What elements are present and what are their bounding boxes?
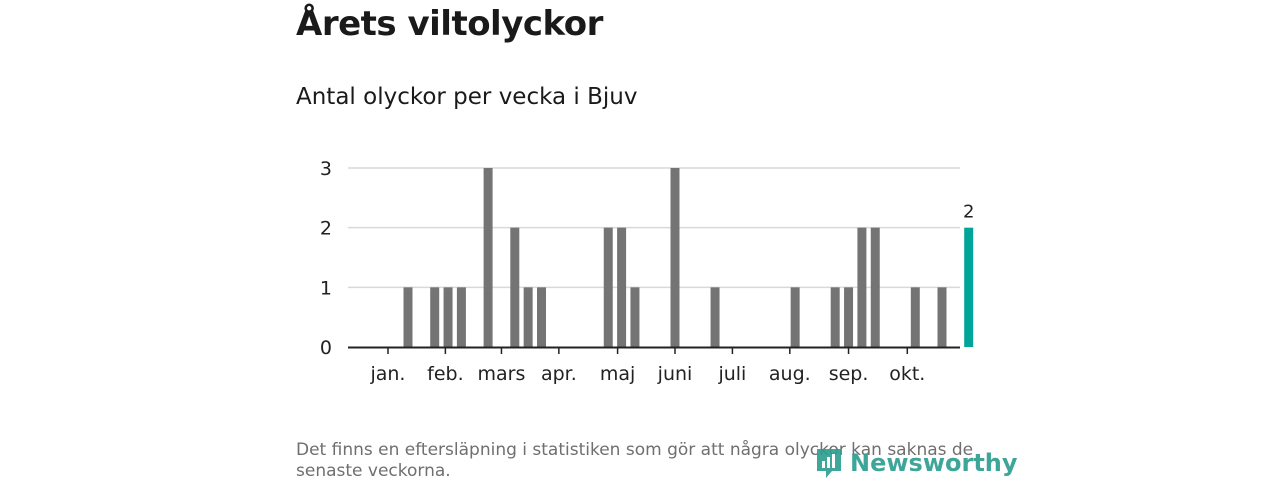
bar bbox=[670, 168, 680, 347]
bar bbox=[617, 227, 627, 347]
bar bbox=[523, 287, 533, 347]
newsworthy-logo-icon bbox=[817, 449, 841, 478]
bar bbox=[910, 287, 920, 347]
bar bbox=[790, 287, 800, 347]
y-tick-label: 3 bbox=[320, 158, 332, 180]
x-tick-label: juli bbox=[717, 363, 746, 385]
x-tick-label: mars bbox=[478, 363, 526, 385]
brand-logo: Newsworthy bbox=[814, 445, 1018, 481]
bar bbox=[857, 227, 867, 347]
bar bbox=[630, 287, 640, 347]
x-tick-label: apr. bbox=[541, 363, 577, 385]
y-tick-label: 1 bbox=[320, 277, 332, 299]
x-tick-label: feb. bbox=[427, 363, 463, 385]
bar bbox=[844, 287, 854, 347]
x-tick-label: sep. bbox=[829, 363, 869, 385]
bar bbox=[937, 287, 947, 347]
x-tick-label: okt. bbox=[889, 363, 925, 385]
bar bbox=[403, 287, 413, 347]
bar bbox=[830, 287, 840, 347]
y-tick-label: 2 bbox=[320, 218, 332, 240]
x-tick-label: jan. bbox=[369, 363, 405, 385]
highlight-value-label: 2 bbox=[963, 202, 974, 223]
bar bbox=[443, 287, 453, 347]
bar bbox=[870, 227, 880, 347]
bar bbox=[603, 227, 613, 347]
x-tick-label: aug. bbox=[769, 363, 811, 385]
brand-name: Newsworthy bbox=[850, 449, 1018, 477]
bar bbox=[710, 287, 720, 347]
bar bbox=[430, 287, 440, 347]
bar bbox=[456, 287, 466, 347]
bar bbox=[537, 287, 546, 347]
bar bbox=[510, 227, 520, 347]
bar bbox=[483, 168, 493, 347]
chart-subtitle: Antal olyckor per vecka i Bjuv bbox=[296, 84, 638, 110]
x-tick-label: juni bbox=[657, 363, 693, 385]
footnote: Det finns en eftersläpning i statistiken… bbox=[296, 440, 974, 481]
y-tick-label: 0 bbox=[320, 337, 332, 359]
x-tick-label: maj bbox=[600, 363, 635, 385]
highlight-bar bbox=[964, 227, 974, 347]
page-title: Årets viltolyckor bbox=[296, 4, 603, 44]
